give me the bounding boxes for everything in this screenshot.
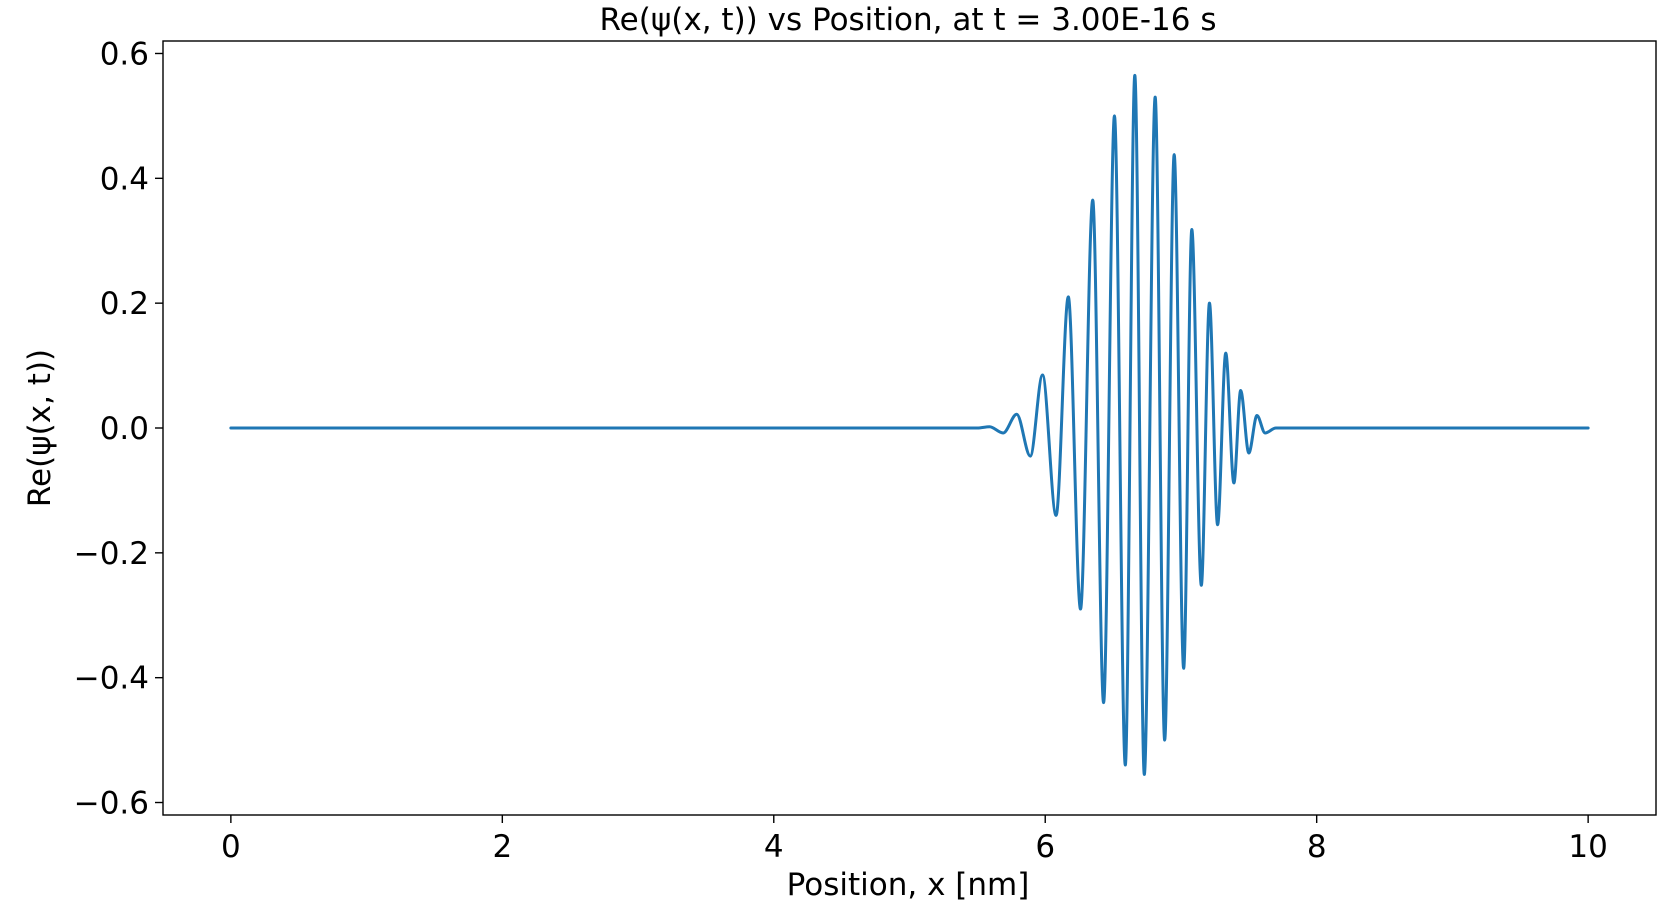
data-point: [1232, 481, 1235, 484]
data-point: [1002, 431, 1005, 434]
data-point: [976, 427, 979, 429]
data-point: [1247, 451, 1250, 454]
data-point: [1216, 523, 1219, 526]
y-axis: −0.6 −0.4 −0.2 0.0 0.2 0.4 0.6: [74, 36, 163, 822]
x-axis: 0 2 4 6 8 10: [221, 815, 1608, 865]
data-point: [1124, 764, 1127, 767]
data-point: [1102, 701, 1105, 704]
data-point: [1264, 431, 1267, 434]
data-point: [1190, 228, 1193, 231]
data-point: [1587, 427, 1590, 429]
x-tick-label: 6: [1035, 829, 1055, 865]
series-points: [229, 74, 1590, 776]
data-point: [1274, 427, 1277, 429]
data-point: [1055, 514, 1058, 517]
data-point: [1113, 114, 1116, 117]
data-point: [1091, 199, 1094, 202]
data-point: [1239, 389, 1242, 392]
data-point: [1015, 413, 1018, 416]
data-point: [1143, 773, 1146, 776]
x-tick-label: 0: [221, 829, 241, 865]
data-point: [1182, 667, 1185, 670]
data-point: [1154, 96, 1157, 99]
data-point: [1208, 302, 1211, 305]
data-point: [1163, 739, 1166, 742]
x-tick-label: 2: [492, 829, 512, 865]
y-tick-label: −0.2: [74, 536, 149, 572]
chart-title: Re(ψ(x, t)) vs Position, at t = 3.00E-16…: [600, 2, 1217, 38]
y-tick-label: −0.6: [74, 786, 149, 822]
x-tick-label: 8: [1307, 829, 1327, 865]
data-point: [1067, 295, 1070, 298]
x-axis-label: Position, x [nm]: [787, 867, 1030, 901]
data-point: [1224, 352, 1227, 355]
y-tick-label: 0.6: [100, 36, 149, 72]
data-point: [229, 427, 232, 429]
data-point: [988, 425, 991, 428]
y-tick-label: 0.4: [100, 161, 149, 197]
data-point: [1200, 584, 1203, 587]
data-point: [1041, 373, 1044, 376]
series-line: [229, 73, 1590, 776]
y-tick-label: 0.2: [100, 286, 149, 322]
data-point: [1133, 74, 1136, 77]
data-point: [1029, 455, 1032, 458]
data-point: [1173, 153, 1176, 156]
x-tick-label: 10: [1568, 829, 1607, 865]
y-tick-label: −0.4: [74, 661, 149, 697]
data-point: [1079, 608, 1082, 611]
x-tick-label: 4: [764, 829, 784, 865]
data-point: [1255, 414, 1258, 417]
y-tick-label: 0.0: [100, 411, 149, 447]
y-axis-label: Re(ψ(x, t)): [22, 349, 58, 507]
